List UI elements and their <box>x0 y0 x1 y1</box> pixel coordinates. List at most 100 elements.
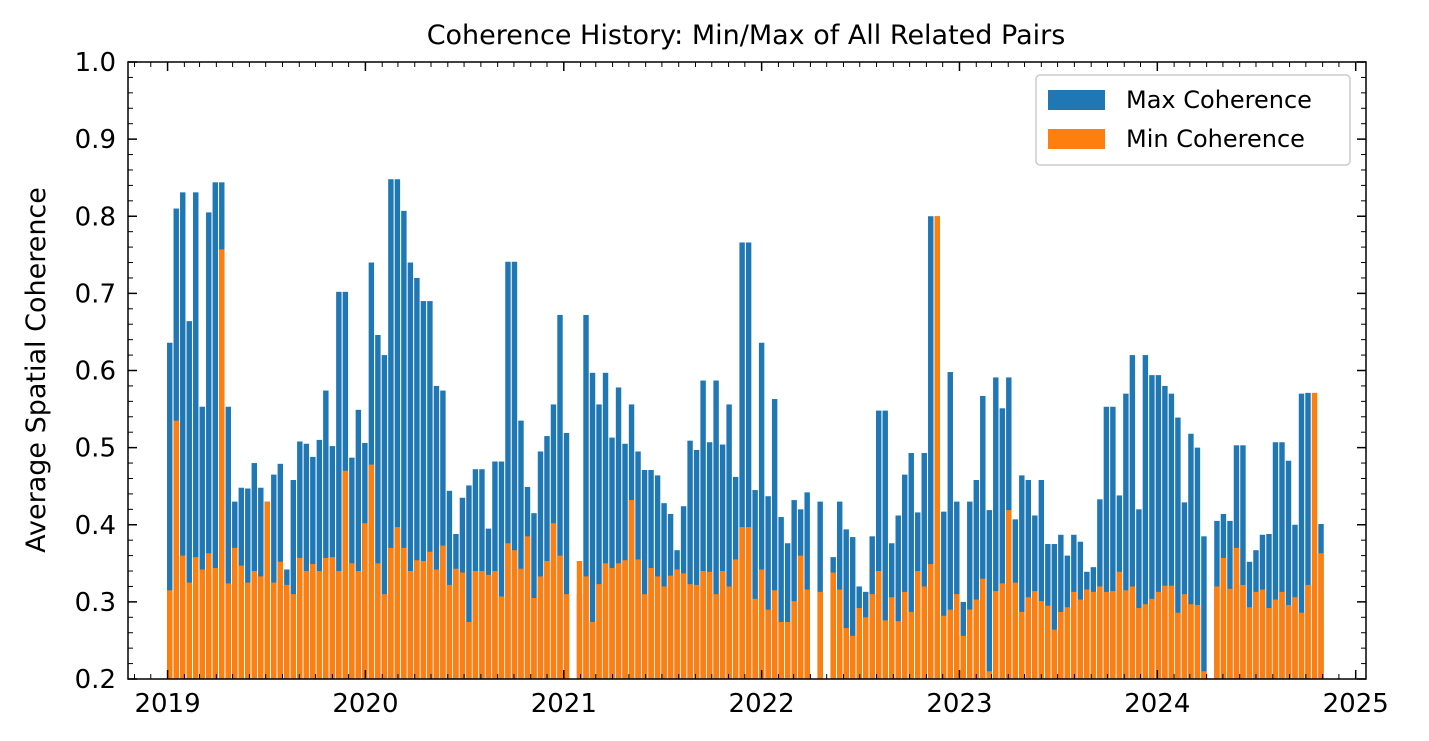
max-coherence-bar-84 <box>719 444 726 679</box>
max-coherence-bar-89 <box>752 490 758 679</box>
min-coherence-bar-52 <box>505 543 511 679</box>
max-coherence-bar-154 <box>1188 433 1194 679</box>
min-coherence-bar-127 <box>1012 582 1019 679</box>
y-tick-label: 1.0 <box>75 48 116 78</box>
min-coherence-bar-35 <box>394 527 401 679</box>
max-coherence-bar-66 <box>602 372 609 679</box>
min-coherence-bar-26 <box>336 571 342 679</box>
max-coherence-bar-58 <box>544 436 550 679</box>
min-coherence-bar-37 <box>407 571 414 679</box>
max-coherence-bar-26 <box>336 291 342 679</box>
max-coherence-bar-95 <box>791 500 797 679</box>
max-coherence-bar-92 <box>771 399 778 679</box>
max-coherence-bar-32 <box>375 335 381 679</box>
min-coherence-bar-148 <box>1149 598 1155 679</box>
min-coherence-bar-99 <box>830 572 836 679</box>
min-coherence-bar-154 <box>1188 604 1194 679</box>
max-coherence-bar-65 <box>596 404 602 679</box>
max-coherence-bar-161 <box>1240 445 1246 679</box>
max-coherence-bar-0 <box>167 342 173 679</box>
min-coherence-bar-76 <box>667 575 674 679</box>
min-coherence-bar-166 <box>1272 599 1279 679</box>
min-coherence-bar-68 <box>615 563 622 679</box>
max-coherence-bar-72 <box>641 469 648 679</box>
min-coherence-bar-120 <box>967 609 973 679</box>
max-coherence-bar-152 <box>1175 417 1181 679</box>
max-coherence-bar-144 <box>1123 393 1129 679</box>
min-coherence-bar-82 <box>706 571 713 679</box>
min-coherence-bar-30 <box>362 523 368 679</box>
max-coherence-bar-165 <box>1266 534 1272 679</box>
max-coherence-bar-83 <box>713 380 719 679</box>
max-coherence-bar-171 <box>1305 392 1311 679</box>
max-coherence-bar-146 <box>1136 509 1142 679</box>
max-coherence-bar-43 <box>446 490 453 679</box>
max-coherence-bar-147 <box>1142 355 1149 679</box>
min-coherence-bar-167 <box>1279 591 1285 679</box>
max-coherence-bar-4 <box>193 192 199 679</box>
min-coherence-bar-109 <box>895 621 901 679</box>
min-coherence-bar-152 <box>1175 612 1181 679</box>
min-coherence-bar-46 <box>466 621 472 679</box>
max-coherence-bar-19 <box>290 480 297 679</box>
min-coherence-bar-125 <box>999 583 1006 679</box>
x-tick-label: 2023 <box>926 689 992 719</box>
min-coherence-bar-147 <box>1142 604 1149 679</box>
min-coherence-bar-173 <box>1318 553 1324 679</box>
min-coherence-bar-14 <box>258 576 264 679</box>
min-coherence-bar-88 <box>745 527 752 679</box>
min-coherence-bar-139 <box>1090 591 1097 679</box>
max-coherence-bar-155 <box>1194 447 1201 680</box>
min-coherence-bar-24 <box>323 557 329 679</box>
max-coherence-bar-7 <box>212 182 218 679</box>
min-coherence-bar-50 <box>492 571 498 679</box>
min-coherence-bar-135 <box>1064 607 1071 679</box>
min-coherence-bar-75 <box>661 586 667 679</box>
min-coherence-bar-161 <box>1240 584 1246 679</box>
min-coherence-bar-43 <box>446 584 453 679</box>
min-coherence-bar-134 <box>1058 611 1064 679</box>
max-coherence-bar-60 <box>557 314 563 679</box>
legend-label-min: Min Coherence <box>1126 125 1305 153</box>
min-coherence-bar-163 <box>1253 591 1259 679</box>
min-coherence-bar-124 <box>993 591 999 679</box>
max-coherence-bar-24 <box>323 390 329 679</box>
min-coherence-bar-20 <box>297 557 303 679</box>
min-coherence-bar-101 <box>843 628 849 679</box>
min-coherence-bar-113 <box>921 586 927 679</box>
max-coherence-bar-79 <box>687 440 693 679</box>
min-coherence-bar-47 <box>472 571 479 679</box>
min-coherence-bar-104 <box>862 617 869 679</box>
min-coherence-bar-171 <box>1305 584 1311 679</box>
min-coherence-bar-42 <box>440 545 446 679</box>
max-coherence-bar-68 <box>615 387 622 679</box>
min-coherence-bar-138 <box>1084 589 1090 679</box>
min-coherence-bar-66 <box>602 563 609 679</box>
min-coherence-bars <box>167 216 1324 679</box>
min-coherence-bar-6 <box>206 553 212 679</box>
min-coherence-bar-4 <box>193 557 199 679</box>
max-coherence-bar-29 <box>355 409 362 679</box>
max-coherence-bar-167 <box>1279 442 1285 679</box>
min-coherence-bar-12 <box>245 582 251 679</box>
max-coherence-bar-111 <box>908 453 914 679</box>
max-coherence-bar-113 <box>921 453 927 679</box>
max-coherence-bar-88 <box>745 242 752 679</box>
y-tick-label: 0.7 <box>75 279 116 309</box>
min-coherence-bar-164 <box>1259 589 1266 679</box>
max-coherence-bar-107 <box>882 410 888 679</box>
max-coherence-bar-51 <box>498 461 505 679</box>
min-coherence-bar-81 <box>700 571 706 679</box>
min-coherence-bar-29 <box>355 571 362 679</box>
min-coherence-bar-121 <box>973 599 979 679</box>
min-coherence-bar-9 <box>225 583 231 679</box>
min-coherence-bar-170 <box>1298 612 1305 679</box>
min-coherence-bar-41 <box>433 569 440 679</box>
max-coherence-bar-102 <box>849 537 856 679</box>
min-coherence-bar-79 <box>687 584 693 679</box>
min-coherence-bar-71 <box>635 559 641 679</box>
max-coherence-bar-42 <box>440 390 446 679</box>
min-coherence-bar-136 <box>1071 591 1077 679</box>
min-coherence-bar-7 <box>212 567 218 679</box>
max-coherence-bar-101 <box>843 529 849 679</box>
